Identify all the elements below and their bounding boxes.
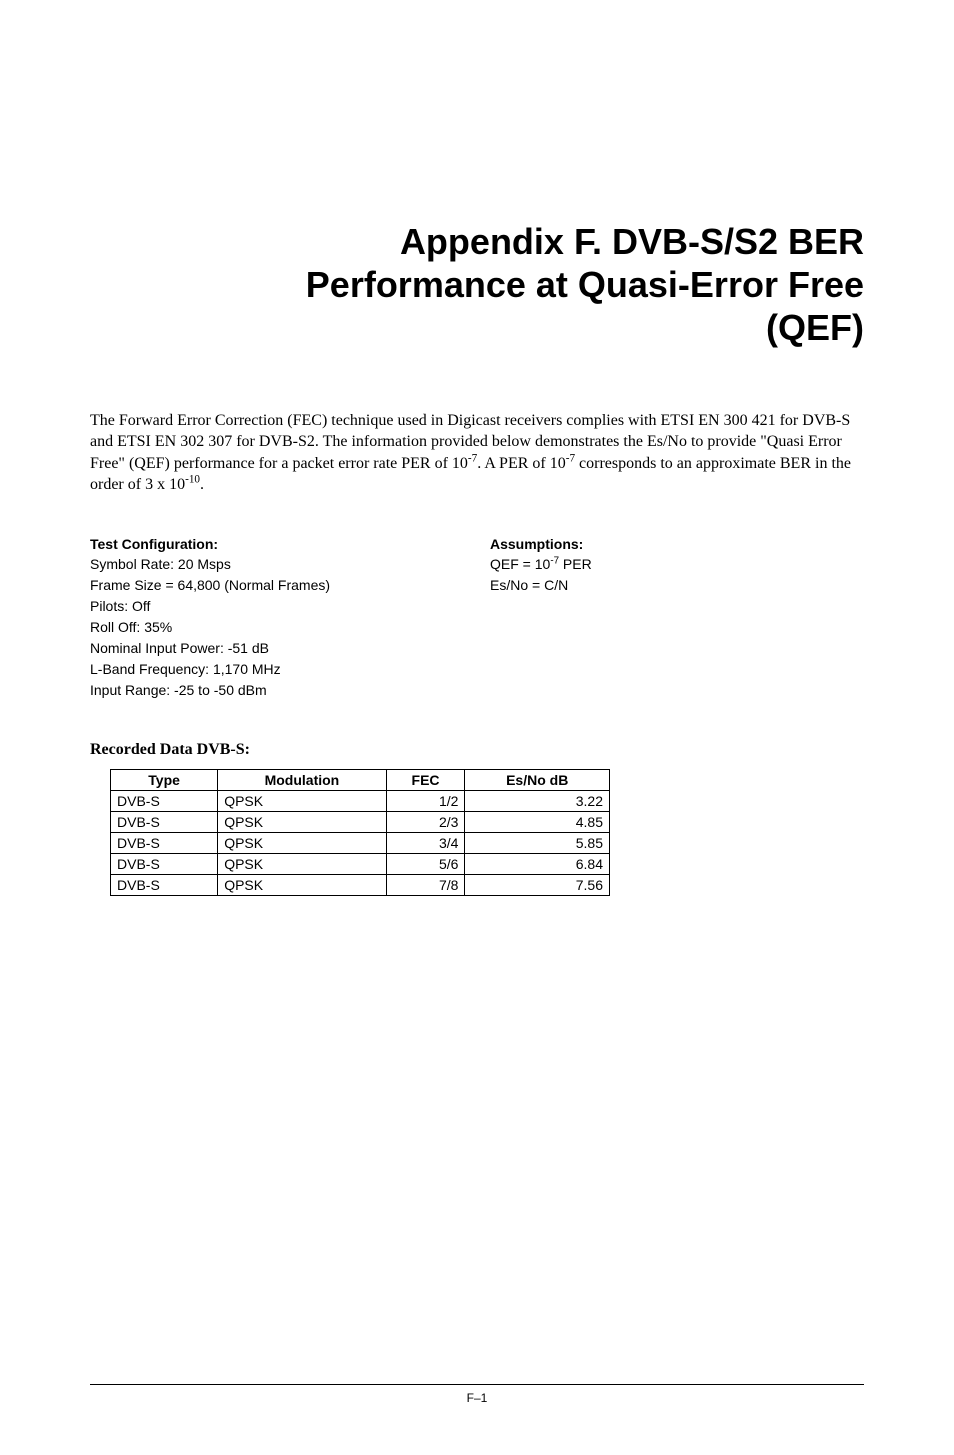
cell-fec: 3/4 bbox=[386, 832, 465, 853]
cell-esno: 4.85 bbox=[465, 811, 610, 832]
dvb-s-data-table: Type Modulation FEC Es/No dB DVB-S QPSK … bbox=[110, 769, 610, 896]
title-line-2: Performance at Quasi-Error Free bbox=[306, 264, 864, 305]
table-header-row: Type Modulation FEC Es/No dB bbox=[111, 769, 610, 790]
intro-sup-1: -7 bbox=[468, 452, 477, 464]
assump-l1-post: PER bbox=[559, 556, 592, 572]
test-config-line: Symbol Rate: 20 Msps bbox=[90, 554, 450, 575]
cell-type: DVB-S bbox=[111, 874, 218, 895]
cell-modulation: QPSK bbox=[218, 790, 386, 811]
intro-mid-1: . A PER of 10 bbox=[477, 455, 565, 472]
cell-fec: 2/3 bbox=[386, 811, 465, 832]
title-line-1: Appendix F. DVB-S/S2 BER bbox=[400, 221, 864, 262]
page-number: F–1 bbox=[467, 1391, 488, 1405]
col-header-esno: Es/No dB bbox=[465, 769, 610, 790]
intro-paragraph: The Forward Error Correction (FEC) techn… bbox=[90, 410, 864, 496]
intro-end: . bbox=[200, 476, 204, 493]
test-config-line: Pilots: Off bbox=[90, 596, 450, 617]
title-line-3: (QEF) bbox=[766, 307, 864, 348]
table-row: DVB-S QPSK 7/8 7.56 bbox=[111, 874, 610, 895]
cell-modulation: QPSK bbox=[218, 811, 386, 832]
cell-type: DVB-S bbox=[111, 853, 218, 874]
assumptions-line-1: QEF = 10-7 PER bbox=[490, 554, 864, 575]
col-header-fec: FEC bbox=[386, 769, 465, 790]
intro-sup-3: -10 bbox=[185, 474, 200, 486]
table-row: DVB-S QPSK 2/3 4.85 bbox=[111, 811, 610, 832]
test-config-heading: Test Configuration: bbox=[90, 536, 450, 552]
col-header-type: Type bbox=[111, 769, 218, 790]
test-config-line: Nominal Input Power: -51 dB bbox=[90, 638, 450, 659]
test-config-line: Roll Off: 35% bbox=[90, 617, 450, 638]
assumptions-heading: Assumptions: bbox=[490, 536, 864, 552]
assumptions-block: Assumptions: QEF = 10-7 PER Es/No = C/N bbox=[490, 536, 864, 701]
appendix-title: Appendix F. DVB-S/S2 BER Performance at … bbox=[90, 220, 864, 350]
cell-esno: 3.22 bbox=[465, 790, 610, 811]
table-title: Recorded Data DVB-S: bbox=[90, 741, 864, 759]
cell-modulation: QPSK bbox=[218, 874, 386, 895]
cell-fec: 5/6 bbox=[386, 853, 465, 874]
assump-l1-sup: -7 bbox=[550, 555, 559, 566]
table-row: DVB-S QPSK 1/2 3.22 bbox=[111, 790, 610, 811]
test-config-line: Frame Size = 64,800 (Normal Frames) bbox=[90, 575, 450, 596]
assump-l1-pre: QEF = 10 bbox=[490, 556, 550, 572]
cell-fec: 1/2 bbox=[386, 790, 465, 811]
cell-esno: 5.85 bbox=[465, 832, 610, 853]
table-row: DVB-S QPSK 3/4 5.85 bbox=[111, 832, 610, 853]
test-config-line: L-Band Frequency: 1,170 MHz bbox=[90, 659, 450, 680]
cell-esno: 6.84 bbox=[465, 853, 610, 874]
cell-type: DVB-S bbox=[111, 832, 218, 853]
intro-sup-2: -7 bbox=[566, 452, 575, 464]
cell-modulation: QPSK bbox=[218, 832, 386, 853]
col-header-modulation: Modulation bbox=[218, 769, 386, 790]
test-configuration-block: Test Configuration: Symbol Rate: 20 Msps… bbox=[90, 536, 450, 701]
test-config-line: Input Range: -25 to -50 dBm bbox=[90, 680, 450, 701]
cell-type: DVB-S bbox=[111, 811, 218, 832]
cell-modulation: QPSK bbox=[218, 853, 386, 874]
page-footer: F–1 bbox=[90, 1384, 864, 1405]
table-row: DVB-S QPSK 5/6 6.84 bbox=[111, 853, 610, 874]
cell-esno: 7.56 bbox=[465, 874, 610, 895]
assumptions-line-2: Es/No = C/N bbox=[490, 575, 864, 596]
cell-fec: 7/8 bbox=[386, 874, 465, 895]
cell-type: DVB-S bbox=[111, 790, 218, 811]
config-assumptions-row: Test Configuration: Symbol Rate: 20 Msps… bbox=[90, 536, 864, 701]
